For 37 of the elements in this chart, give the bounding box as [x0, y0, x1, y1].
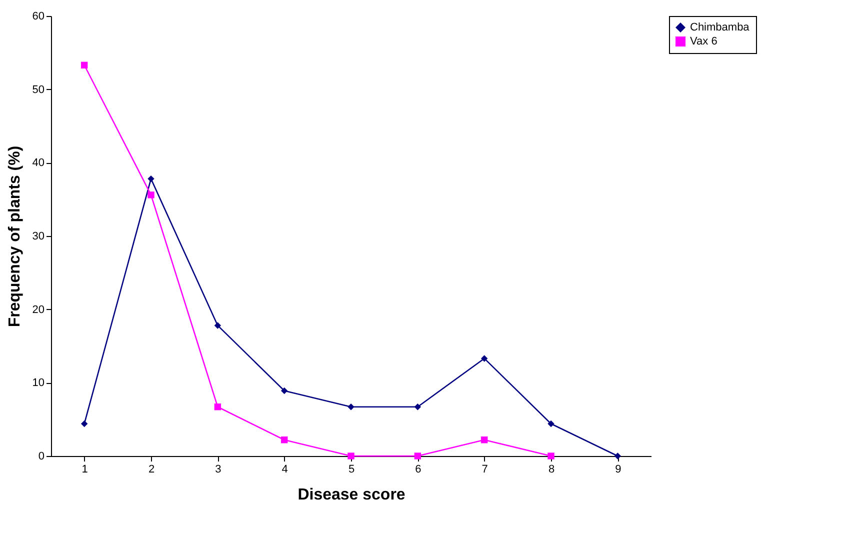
x-tick-label: 9: [615, 464, 622, 476]
point: [480, 355, 488, 362]
point: [80, 420, 88, 428]
legend-label: Vax 6: [690, 36, 718, 48]
y-tick-label: 20: [32, 304, 44, 316]
point: [480, 436, 488, 444]
point: [148, 192, 154, 198]
point: [148, 175, 154, 182]
point: [414, 452, 422, 460]
y-axis-title: Frequency of plants (%): [6, 146, 24, 328]
y-tick-label: 10: [32, 377, 44, 390]
x-tick-label: 4: [282, 464, 288, 476]
point: [214, 322, 222, 329]
point: [214, 404, 222, 410]
point: [548, 452, 554, 460]
x-tick-label: 3: [215, 464, 222, 476]
point: [414, 404, 422, 410]
x-tick-label: 5: [348, 464, 355, 476]
legend-label: Chimbamba: [690, 22, 750, 34]
x-tick-label: 6: [415, 464, 422, 476]
y-tick-label: 50: [32, 84, 44, 96]
x-tick-label: 2: [148, 464, 155, 476]
y-tick-label: 60: [32, 10, 44, 22]
x-tick-label: 1: [82, 464, 88, 476]
y-tick-label: 0: [38, 450, 44, 462]
point: [548, 420, 554, 428]
x-axis-title: Disease score: [298, 486, 406, 504]
y-tick-label: 30: [32, 230, 44, 242]
point: [80, 62, 88, 68]
y-tick-label: 40: [32, 157, 44, 170]
point: [280, 436, 288, 444]
point: [348, 452, 354, 460]
x-tick-label: 8: [548, 464, 555, 476]
point: [348, 404, 354, 410]
x-tick-label: 7: [482, 464, 488, 476]
point: [614, 452, 622, 460]
point: [280, 387, 288, 394]
